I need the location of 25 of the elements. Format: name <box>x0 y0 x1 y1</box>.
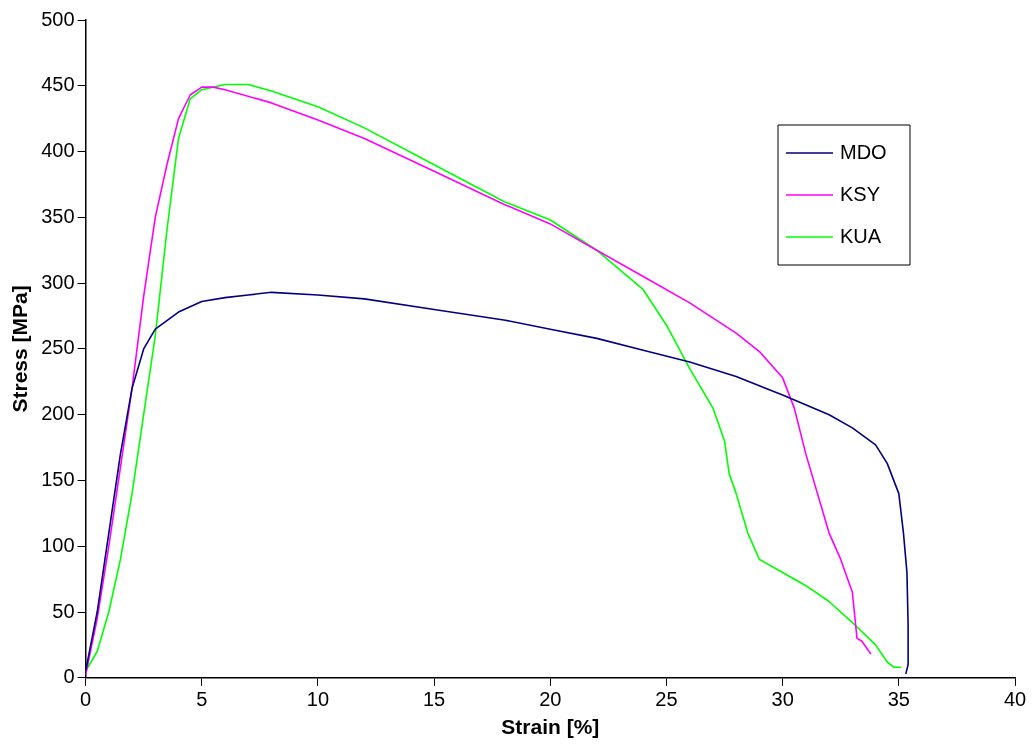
y-tick-label: 350 <box>41 204 75 227</box>
y-tick-label: 0 <box>63 665 75 688</box>
y-tick-label: 300 <box>41 270 75 293</box>
x-tick-label: 15 <box>422 688 446 711</box>
y-tick-label: 400 <box>41 139 75 162</box>
y-tick-label: 200 <box>41 402 75 425</box>
x-tick-label: 25 <box>655 688 678 711</box>
x-tick-label: 0 <box>80 688 92 711</box>
y-tick-label: 50 <box>52 599 75 622</box>
x-tick-label: 35 <box>887 688 910 711</box>
y-tick-label: 500 <box>41 7 75 30</box>
x-axis-title: Strain [%] <box>501 715 600 739</box>
x-tick-label: 40 <box>1003 688 1027 711</box>
x-tick-label: 10 <box>306 688 330 711</box>
x-tick-label: 30 <box>771 688 794 711</box>
x-tick-label: 20 <box>539 688 562 711</box>
x-tick-label: 5 <box>196 688 208 711</box>
y-axis-title: Stress [MPa] <box>8 285 32 413</box>
y-tick-label: 100 <box>41 533 75 556</box>
y-tick-label: 450 <box>41 73 75 96</box>
legend-label: MDO <box>840 140 887 163</box>
y-tick-label: 150 <box>41 467 75 490</box>
legend-label: KSY <box>840 182 881 205</box>
y-tick-label: 250 <box>41 336 75 359</box>
legend-label: KUA <box>840 224 882 247</box>
